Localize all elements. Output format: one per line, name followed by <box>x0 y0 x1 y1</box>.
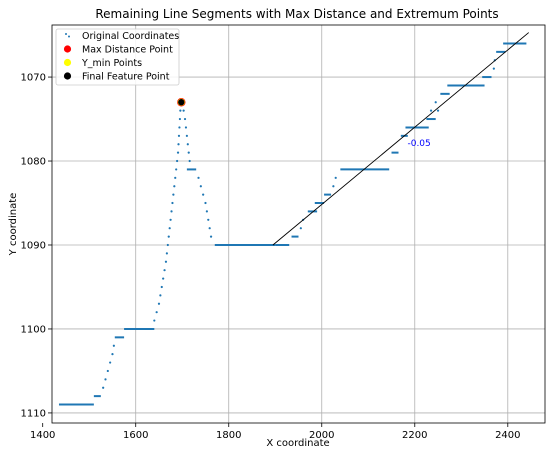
original-coordinate-point <box>163 269 166 272</box>
y-tick-label: 1110 <box>21 408 46 419</box>
y-tick-label: 1070 <box>21 73 46 84</box>
x-tick-label: 2200 <box>402 430 427 441</box>
original-coordinate-point <box>109 361 112 364</box>
axis-ticks: 1400 1600 1800 2000 2200 2400 1070 1080 1090 1100… <box>21 73 521 441</box>
y-tick-label: 1100 <box>21 324 46 335</box>
legend: Original Coordinates Max Distance Point Y_… <box>55 28 180 86</box>
y-tick-label: 1090 <box>21 240 46 251</box>
original-coordinate-point <box>199 185 202 188</box>
original-coordinate-point <box>183 117 187 121</box>
legend-label: Final Feature Point <box>82 72 170 83</box>
original-coordinate-point <box>207 218 210 221</box>
plot-frame <box>51 24 546 424</box>
original-coordinate-point <box>171 201 174 205</box>
x-tick-label: 2000 <box>309 430 334 441</box>
original-coordinate-point <box>208 227 211 230</box>
y-axis-label: Y coordinate <box>8 193 19 257</box>
final-feature-point <box>178 99 185 106</box>
legend-label: Original Coordinates <box>82 31 179 42</box>
original-coordinate-point <box>157 302 161 305</box>
chart-title: Remaining Line Segments with Max Distanc… <box>95 7 498 21</box>
legend-marker <box>63 72 72 80</box>
legend-label: Y_min Points <box>81 58 142 69</box>
legend-label: Max Distance Point <box>82 45 173 56</box>
original-coordinate-point <box>184 126 188 129</box>
original-coordinate-point <box>332 185 335 188</box>
original-coordinate-point <box>111 353 114 356</box>
plot-content: -0.05 <box>58 32 530 406</box>
original-coordinate-point <box>170 210 173 213</box>
original-coordinate-point <box>436 109 440 112</box>
original-coordinate-point <box>188 159 191 163</box>
original-coordinate-point <box>169 218 172 221</box>
original-coordinate-point <box>164 260 168 263</box>
original-coordinate-point <box>434 101 437 104</box>
original-coordinate-point <box>104 378 107 381</box>
x-tick-label: 1800 <box>216 430 241 441</box>
y-tick-label: 1080 <box>21 157 46 168</box>
x-tick-label: 1400 <box>30 430 55 441</box>
original-coordinate-point <box>165 252 168 255</box>
original-coordinate-point <box>179 109 182 112</box>
original-coordinate-point <box>112 344 115 347</box>
original-coordinate-point <box>197 176 200 179</box>
x-axis-label: X coordinate <box>266 438 329 449</box>
original-coordinate-point <box>177 143 180 146</box>
original-coordinate-point <box>178 117 182 121</box>
original-coordinate-point <box>177 134 181 137</box>
x-tick-label: 1600 <box>123 430 148 441</box>
fitted-line <box>272 32 530 246</box>
original-coordinate-point <box>160 285 163 289</box>
original-coordinate-point <box>155 311 158 314</box>
original-coordinate-point <box>162 277 165 280</box>
original-coordinate-point <box>175 168 178 171</box>
original-coordinate-point <box>153 319 156 322</box>
original-coordinate-point <box>299 227 302 230</box>
original-coordinate-point <box>178 126 181 129</box>
original-coordinate-point <box>187 151 190 154</box>
original-coordinate-point <box>172 193 175 196</box>
original-coordinate-point <box>173 185 176 188</box>
line-annotation: -0.05 <box>407 139 430 149</box>
x-tick-label: 2400 <box>495 430 520 441</box>
original-coordinate-point <box>186 143 189 146</box>
original-coordinate-point <box>185 134 188 137</box>
original-coordinate-point <box>204 201 207 205</box>
original-coordinate-point <box>205 210 208 213</box>
original-coordinate-point <box>202 193 205 196</box>
original-coordinate-point <box>167 235 170 238</box>
original-coordinate-point <box>334 176 337 179</box>
legend-marker <box>63 58 72 67</box>
original-coordinate-point <box>209 235 213 238</box>
original-coordinate-point <box>429 109 433 112</box>
legend-marker-dot <box>68 35 70 38</box>
original-coordinate-point <box>159 294 162 297</box>
original-coordinate-point <box>176 151 180 154</box>
original-coordinate-point <box>166 243 169 247</box>
original-coordinate-point <box>182 109 185 112</box>
original-coordinate-point <box>174 176 177 179</box>
original-coordinate-point <box>102 386 105 389</box>
legend-box <box>55 28 180 86</box>
original-coordinate-point <box>176 159 179 163</box>
original-coordinate-point <box>168 227 171 230</box>
original-coordinate-point <box>106 369 109 373</box>
legend-marker-dot <box>65 33 67 35</box>
legend-marker <box>63 45 72 53</box>
original-coordinate-point <box>492 67 495 70</box>
